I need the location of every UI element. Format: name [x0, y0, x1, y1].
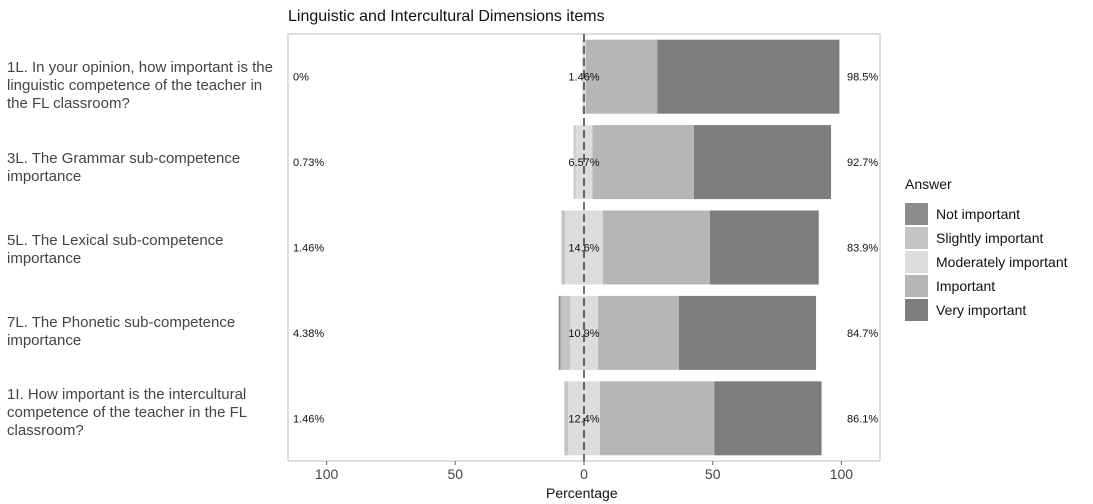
- center-percentage-label: 14.6%: [568, 243, 599, 255]
- right-percentage-label: 83.9%: [847, 243, 878, 255]
- bar-segment: [599, 381, 715, 456]
- bar-segment: [678, 295, 817, 370]
- x-tick-label: 100: [315, 466, 339, 482]
- bar-segment: [558, 295, 561, 370]
- bar-segment: [592, 125, 694, 200]
- legend-swatch: [905, 275, 928, 297]
- bar-segment: [564, 381, 569, 456]
- right-percentage-label: 86.1%: [847, 413, 878, 425]
- legend-label: Slightly important: [936, 230, 1044, 246]
- bar-segment: [575, 125, 593, 200]
- item-label-1i: 1I. How important is the intercultural c…: [7, 386, 247, 439]
- legend-item-moderately-important: Moderately important: [905, 250, 1068, 274]
- legend-label: Important: [936, 278, 996, 294]
- bar-segment: [598, 295, 679, 370]
- legend-item-not-important: Not important: [905, 202, 1068, 226]
- left-percentage-label: 0%: [293, 72, 309, 84]
- chart-title: Linguistic and Intercultural Dimensions …: [288, 8, 605, 25]
- left-percentage-label: 1.46%: [293, 413, 324, 425]
- center-percentage-label: 6.57%: [568, 157, 599, 169]
- right-percentage-label: 84.7%: [847, 328, 878, 340]
- center-percentage-label: 10.9%: [568, 328, 599, 340]
- legend-item-slightly-important: Slightly important: [905, 226, 1068, 250]
- x-tick-label: 100: [830, 466, 854, 482]
- item-label-5l: 5L. The Lexical sub-competence importanc…: [7, 232, 224, 267]
- bar-segment: [657, 39, 840, 114]
- bar-segment: [709, 210, 819, 285]
- legend-label: Not important: [936, 206, 1021, 222]
- bar-segment: [585, 39, 658, 114]
- item-label-3l: 3L. The Grammar sub-competence importanc…: [7, 150, 241, 185]
- bar-segment: [569, 295, 599, 370]
- bar-segment: [560, 295, 570, 370]
- bar-segment: [693, 125, 832, 200]
- legend-swatch: [905, 227, 928, 249]
- legend-swatch: [905, 299, 928, 321]
- x-tick-label: 0: [580, 466, 588, 482]
- left-percentage-label: 4.38%: [293, 328, 324, 340]
- legend: Answer Not important Slightly important …: [905, 176, 1068, 322]
- right-percentage-label: 92.7%: [847, 157, 878, 169]
- bar-segment: [561, 210, 566, 285]
- left-percentage-label: 0.73%: [293, 157, 324, 169]
- bar-segment: [714, 381, 822, 456]
- legend-label: Moderately important: [936, 254, 1068, 270]
- legend-label: Very important: [936, 302, 1027, 318]
- legend-swatch: [905, 251, 928, 273]
- left-percentage-label: 1.46%: [293, 243, 324, 255]
- legend-item-important: Important: [905, 274, 1068, 298]
- x-axis-title: Percentage: [546, 485, 618, 501]
- legend-swatch: [905, 203, 928, 225]
- bar-segment: [573, 125, 576, 200]
- item-label-1l: 1L. In your opinion, how important is th…: [7, 59, 273, 112]
- right-percentage-label: 98.5%: [847, 72, 878, 84]
- item-label-7l: 7L. The Phonetic sub-competence importan…: [7, 314, 236, 349]
- legend-title: Answer: [905, 176, 952, 192]
- x-tick-label: 50: [705, 466, 721, 482]
- x-tick-label: 50: [448, 466, 464, 482]
- legend-item-very-important: Very important: [905, 298, 1068, 322]
- bar-segment: [565, 210, 603, 285]
- bar-segment: [602, 210, 710, 285]
